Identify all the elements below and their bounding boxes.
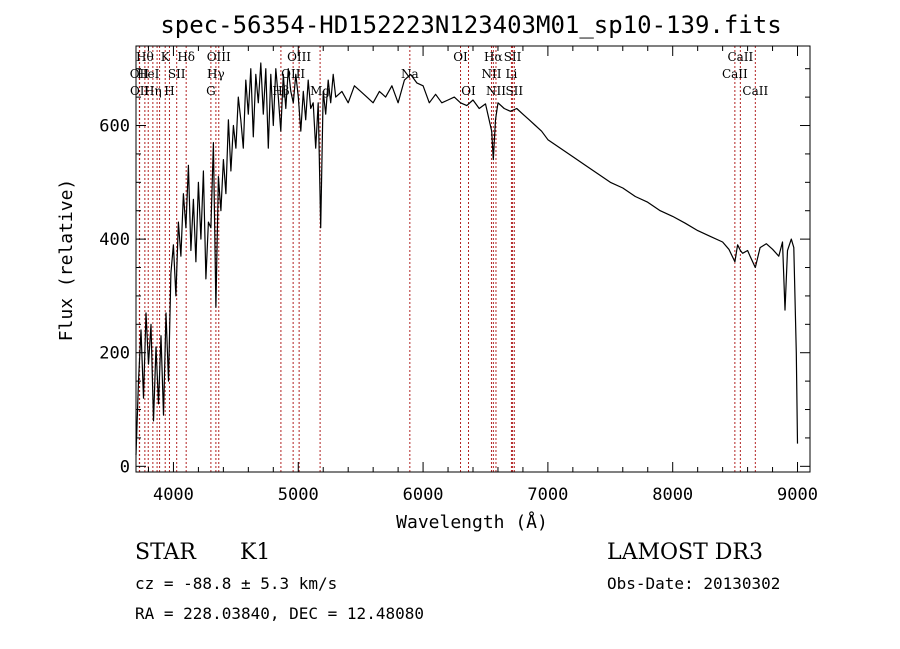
y-tick-label: 200 bbox=[99, 344, 130, 364]
spectral-line-markers bbox=[138, 46, 756, 472]
y-axis-ticks: 0 200 400 600 bbox=[99, 68, 810, 477]
spectral-line-label: HeI bbox=[137, 67, 160, 81]
spectrum-series bbox=[135, 62, 799, 456]
spectral-line-label: CaII bbox=[742, 84, 768, 98]
spectral-line-label: Hθ bbox=[136, 50, 154, 64]
spectral-line-label: OII bbox=[130, 67, 150, 81]
spectral-line-label: OIII bbox=[281, 67, 305, 81]
spectral-line-label: OIII bbox=[207, 50, 231, 64]
spectral-line-label: NII bbox=[486, 84, 506, 98]
x-axis-label: Wavelength (Å) bbox=[396, 511, 548, 533]
spectral-line-label: OIII bbox=[287, 50, 311, 64]
x-tick-label: 4000 bbox=[153, 485, 194, 505]
spectral-line-label: CaII bbox=[722, 67, 748, 81]
x-axis-ticks: 4000 5000 6000 7000 8000 9000 bbox=[147, 46, 818, 505]
spectral-line-label: NII bbox=[481, 67, 501, 81]
spectral-line-label: Mg bbox=[310, 84, 330, 98]
x-tick-label: 9000 bbox=[777, 485, 818, 505]
x-tick-label: 7000 bbox=[527, 485, 568, 505]
spectral-line-label: OI bbox=[461, 84, 476, 98]
y-tick-label: 400 bbox=[99, 230, 130, 250]
spectral-line-label: Hα bbox=[484, 50, 503, 64]
spectral-line-label: OI bbox=[453, 50, 468, 64]
y-tick-label: 0 bbox=[120, 457, 130, 477]
spectral-line-label: Li bbox=[506, 67, 518, 81]
coordinates-readout: RA = 228.03840, DEC = 12.48080 bbox=[135, 604, 424, 623]
survey-name: LAMOST DR3 bbox=[607, 540, 763, 565]
spectral-line-label: SII bbox=[168, 67, 186, 81]
spectral-line-label: Na bbox=[401, 67, 419, 81]
spectral-line-label: SII bbox=[505, 84, 523, 98]
chart-title: spec-56354-HD152223N123403M01_sp10-139.f… bbox=[160, 11, 781, 39]
x-tick-label: 5000 bbox=[278, 485, 319, 505]
spectral-line-label: CaII bbox=[727, 50, 753, 64]
spectral-line-label: OII bbox=[130, 84, 150, 98]
y-axis-label: Flux (relative) bbox=[56, 179, 77, 342]
spectral-line-label: G bbox=[206, 84, 216, 98]
redshift-readout: cz = -88.8 ± 5.3 km/s bbox=[135, 574, 337, 593]
spectral-line-label: Hη bbox=[144, 84, 162, 98]
spectral-line-label: SII bbox=[504, 50, 522, 64]
spectral-line-label: K bbox=[161, 50, 171, 64]
x-tick-label: 6000 bbox=[403, 485, 444, 505]
spectral-line-label: H bbox=[164, 84, 174, 98]
observation-date: Obs-Date: 20130302 bbox=[607, 574, 780, 593]
object-class: STAR bbox=[135, 540, 197, 565]
spectrum-line bbox=[135, 62, 799, 456]
y-tick-label: 600 bbox=[99, 117, 130, 137]
spectral-line-label: Hδ bbox=[177, 50, 195, 64]
spectral-line-label: Hγ bbox=[207, 67, 225, 81]
spectral-line-labels: OIIOIIHθHeIHηKHSIIHδGHγOIIIHβOIIIOIIIMgN… bbox=[130, 50, 769, 98]
x-tick-label: 8000 bbox=[652, 485, 693, 505]
object-subclass: K1 bbox=[240, 540, 270, 565]
